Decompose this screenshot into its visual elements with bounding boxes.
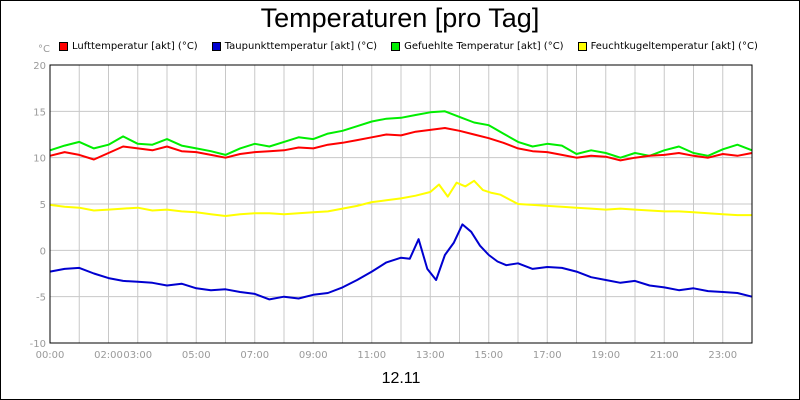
legend-label: Gefuehlte Temperatur [akt] (°C) xyxy=(404,40,564,52)
x-axis-date-label: 12.11 xyxy=(381,370,421,387)
legend-item-feuchtkugeltemperatur: Feuchtkugeltemperatur [akt] (°C) xyxy=(577,39,758,53)
legend-swatch xyxy=(391,41,401,51)
plot-border xyxy=(49,64,753,344)
taupunkttemperatur-line xyxy=(49,223,753,301)
legend-label: Taupunkttemperatur [akt] (°C) xyxy=(224,40,378,52)
y-tick-label: 10 xyxy=(33,154,46,165)
legend: Lufttemperatur [akt] (°C) Taupunkttemper… xyxy=(59,39,772,53)
y-tick-label: 0 xyxy=(40,246,46,257)
x-tick-label: 23:00 xyxy=(708,350,737,361)
x-tick-label: 00:00 xyxy=(36,350,65,361)
lufttemperatur-line xyxy=(49,127,753,162)
y-axis-unit: °C xyxy=(38,44,50,55)
series-lines xyxy=(49,110,753,301)
x-tick-label: 05:00 xyxy=(182,350,211,361)
legend-label: Lufttemperatur [akt] (°C) xyxy=(72,40,198,52)
x-tick-label: 07:00 xyxy=(240,350,269,361)
y-tick-label: -10 xyxy=(30,339,46,350)
x-tick-label: 19:00 xyxy=(591,350,620,361)
x-tick-label: 09:00 xyxy=(299,350,328,361)
y-tick-label: 5 xyxy=(40,200,46,211)
legend-label: Feuchtkugeltemperatur [akt] (°C) xyxy=(590,40,758,52)
chart-title: Temperaturen [pro Tag] xyxy=(260,3,540,33)
x-tick-label: 02:00 xyxy=(94,350,123,361)
x-tick-label: 15:00 xyxy=(474,350,503,361)
gefuehlte-temperatur-line xyxy=(49,110,753,159)
x-tick-label: 13:00 xyxy=(416,350,445,361)
legend-item-gefuehlte-temperatur: Gefuehlte Temperatur [akt] (°C) xyxy=(391,39,564,53)
y-tick-label: 15 xyxy=(33,107,46,118)
y-tick-label: -5 xyxy=(36,293,46,304)
feuchtkugeltemperatur-line xyxy=(49,179,752,217)
x-tick-label: 11:00 xyxy=(357,350,386,361)
y-tick-label: 20 xyxy=(33,61,46,72)
legend-item-taupunkttemperatur: Taupunkttemperatur [akt] (°C) xyxy=(211,39,378,53)
legend-swatch xyxy=(211,41,221,51)
x-tick-label: 17:00 xyxy=(533,350,562,361)
x-tick-label: 03:00 xyxy=(123,350,152,361)
legend-item-lufttemperatur: Lufttemperatur [akt] (°C) xyxy=(59,39,198,53)
legend-swatch xyxy=(577,41,587,51)
x-tick-label: 21:00 xyxy=(650,350,679,361)
legend-swatch xyxy=(59,41,68,51)
